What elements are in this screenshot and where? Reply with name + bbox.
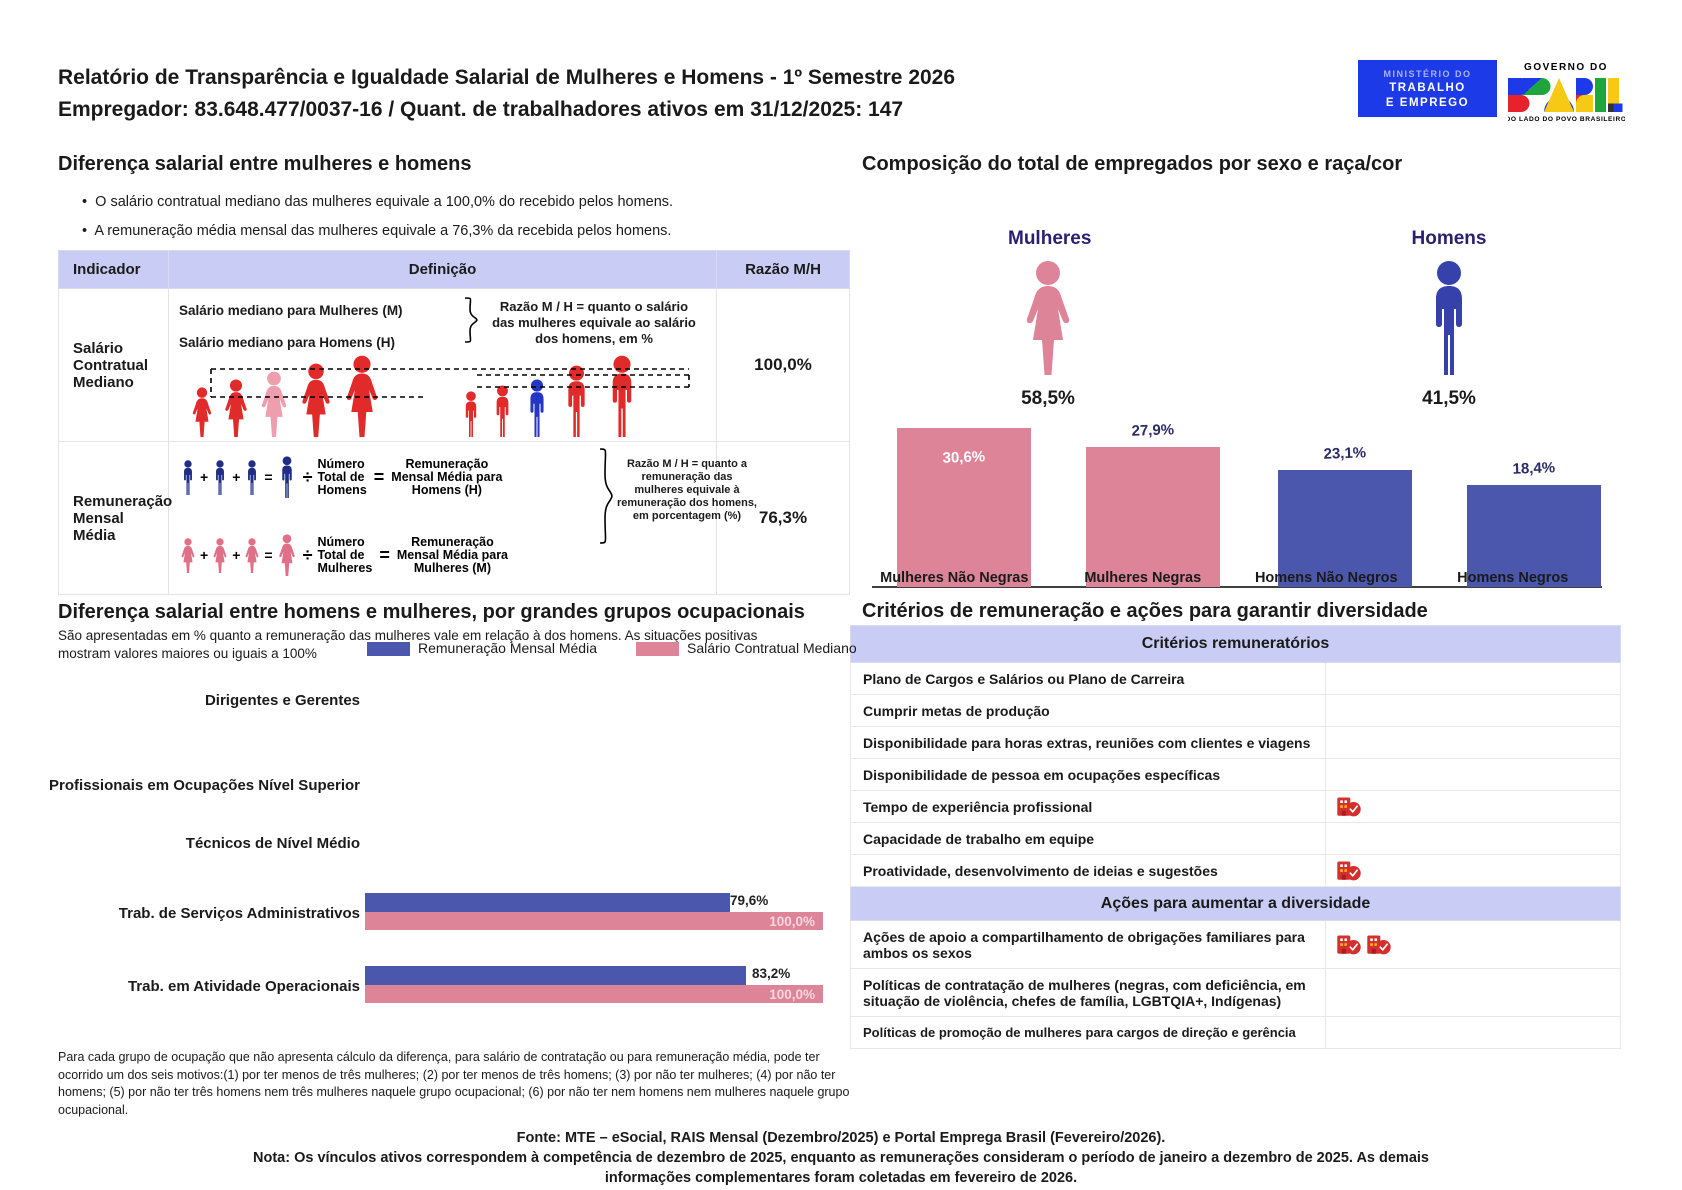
svg-text:27,9%: 27,9%: [1131, 421, 1174, 439]
svg-text:GOVERNO DO: GOVERNO DO: [1524, 62, 1608, 73]
svg-text:DO LADO DO POVO BRASILEIRO: DO LADO DO POVO BRASILEIRO: [1508, 116, 1625, 123]
svg-text:30,6%: 30,6%: [942, 448, 985, 466]
svg-text:18,4%: 18,4%: [1512, 459, 1555, 477]
svg-text:23,1%: 23,1%: [1323, 444, 1366, 462]
